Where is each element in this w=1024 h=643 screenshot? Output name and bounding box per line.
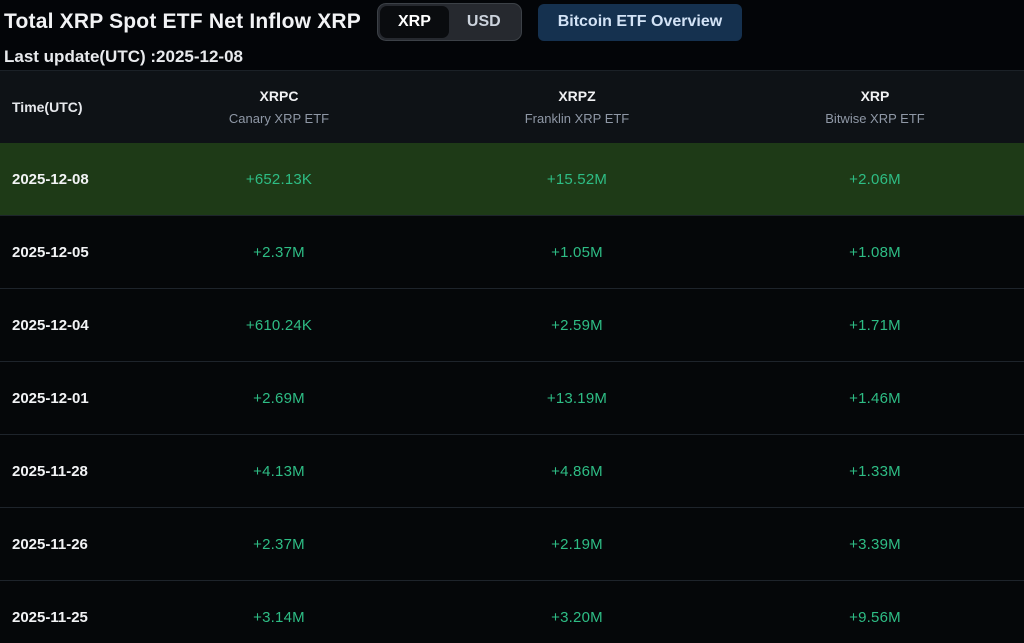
- column-header-xrp: XRP Bitwise XRP ETF: [726, 88, 1024, 126]
- column-etf-name: Bitwise XRP ETF: [825, 111, 925, 126]
- row-value: +1.05M: [551, 243, 603, 261]
- row-value: +2.69M: [253, 389, 305, 407]
- column-header-xrpc: XRPC Canary XRP ETF: [130, 88, 428, 126]
- bitcoin-etf-overview-button[interactable]: Bitcoin ETF Overview: [537, 3, 743, 41]
- last-update-text: Last update(UTC) :2025-12-08: [4, 47, 244, 66]
- row-value: +4.13M: [253, 462, 305, 480]
- table-body: 2025-12-08 +652.13K +15.52M +2.06M 2025-12-0…: [0, 143, 1024, 643]
- page-title: Total XRP Spot ETF Net Inflow XRP: [4, 10, 361, 33]
- row-date: 2025-11-26: [12, 535, 88, 553]
- table-header-row: Time(UTC) XRPC Canary XRP ETF XRPZ Franklin…: [0, 70, 1024, 143]
- row-value: +652.13K: [245, 170, 313, 188]
- row-value: +3.20M: [551, 608, 603, 626]
- toggle-option-xrp[interactable]: XRP: [380, 6, 449, 38]
- top-bar: Total XRP Spot ETF Net Inflow XRP XRP USD…: [0, 0, 1024, 44]
- row-value: +9.56M: [849, 608, 901, 626]
- row-date: 2025-12-04: [12, 316, 89, 334]
- toggle-option-usd[interactable]: USD: [449, 6, 519, 38]
- row-value: +3.14M: [253, 608, 305, 626]
- row-value: +15.52M: [546, 170, 608, 188]
- row-value: +1.46M: [849, 389, 901, 407]
- row-value: +13.19M: [546, 389, 608, 407]
- row-value: +4.86M: [551, 462, 603, 480]
- row-date: 2025-12-01: [12, 389, 89, 407]
- table-row: 2025-11-26 +2.37M +2.19M +3.39M: [0, 508, 1024, 581]
- column-etf-name: Franklin XRP ETF: [524, 111, 630, 126]
- currency-toggle[interactable]: XRP USD: [377, 3, 522, 41]
- row-date: 2025-12-05: [12, 243, 89, 261]
- row-value: +2.59M: [551, 316, 603, 334]
- row-value: +2.37M: [253, 243, 305, 261]
- row-value: +2.06M: [849, 170, 901, 188]
- column-etf-name: Canary XRP ETF: [228, 111, 330, 126]
- row-value: +1.33M: [849, 462, 901, 480]
- row-value: +3.39M: [849, 535, 901, 553]
- column-header-xrpz: XRPZ Franklin XRP ETF: [428, 88, 726, 126]
- row-date: 2025-12-08: [12, 170, 89, 188]
- table-row: 2025-12-01 +2.69M +13.19M +1.46M: [0, 362, 1024, 435]
- table-row: 2025-12-08 +652.13K +15.52M +2.06M: [0, 143, 1024, 216]
- time-column-header: Time(UTC): [12, 99, 83, 115]
- column-ticker: XRPZ: [558, 88, 596, 104]
- row-date: 2025-11-28: [12, 462, 88, 480]
- table-row: 2025-11-28 +4.13M +4.86M +1.33M: [0, 435, 1024, 508]
- row-value: +610.24K: [245, 316, 313, 334]
- row-value: +2.19M: [551, 535, 603, 553]
- column-ticker: XRPC: [259, 88, 299, 104]
- row-value: +1.71M: [849, 316, 901, 334]
- row-date: 2025-11-25: [12, 608, 88, 626]
- row-value: +1.08M: [849, 243, 901, 261]
- column-ticker: XRP: [860, 88, 890, 104]
- etf-table: Time(UTC) XRPC Canary XRP ETF XRPZ Franklin…: [0, 70, 1024, 643]
- table-row: 2025-12-04 +610.24K +2.59M +1.71M: [0, 289, 1024, 362]
- table-row: 2025-11-25 +3.14M +3.20M +9.56M: [0, 581, 1024, 643]
- table-row: 2025-12-05 +2.37M +1.05M +1.08M: [0, 216, 1024, 289]
- row-value: +2.37M: [253, 535, 305, 553]
